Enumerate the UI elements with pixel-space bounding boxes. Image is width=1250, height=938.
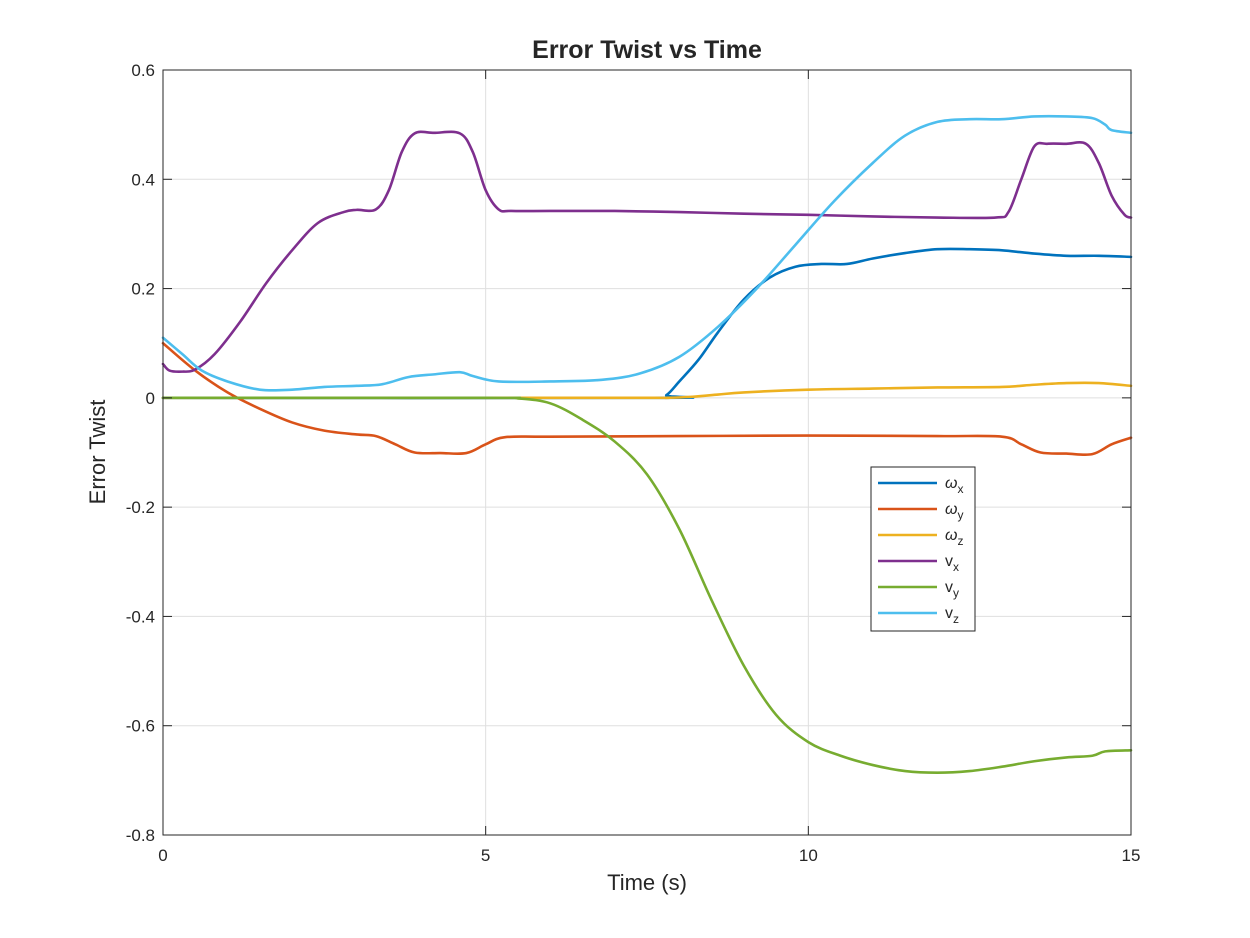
x-tick-label: 15 bbox=[1122, 846, 1141, 865]
series-line-omega-z bbox=[161, 381, 1133, 400]
legend-entry-subscript: x bbox=[953, 560, 959, 574]
series-line-omega-y bbox=[161, 341, 1133, 457]
plot-frame bbox=[162, 69, 1132, 836]
legend-entry-subscript: z bbox=[953, 612, 959, 626]
x-tick-label: 5 bbox=[481, 846, 490, 865]
axis-ticks: 0 5 10 15 -0.8 -0.6 -0.4 -0.2 0 0.2 0.4 0.6 bbox=[126, 61, 1141, 865]
legend-entry-subscript: y bbox=[957, 508, 963, 522]
y-tick-label: 0.6 bbox=[131, 61, 155, 80]
x-tick-label: 10 bbox=[799, 846, 818, 865]
x-axis-label: Time (s) bbox=[607, 870, 687, 895]
legend-entry-subscript: x bbox=[957, 482, 963, 496]
series-line-v-x bbox=[161, 130, 1133, 374]
y-tick-label: 0 bbox=[146, 389, 155, 408]
y-tick-label: -0.4 bbox=[126, 607, 155, 626]
legend-entry-subscript: z bbox=[957, 534, 963, 548]
y-axis-label: Error Twist bbox=[85, 400, 110, 505]
y-tick-label: -0.8 bbox=[126, 826, 155, 845]
legend-entry-subscript: y bbox=[953, 586, 959, 600]
y-tick-label: 0.4 bbox=[131, 170, 155, 189]
legend-box bbox=[870, 466, 976, 632]
series-lines bbox=[161, 114, 1133, 775]
series-line-v-y bbox=[161, 396, 1133, 775]
x-tick-label: 0 bbox=[158, 846, 167, 865]
series-line-v-z bbox=[161, 114, 1133, 392]
chart-title: Error Twist vs Time bbox=[532, 36, 762, 64]
y-tick-label: 0.2 bbox=[131, 280, 155, 299]
y-tick-label: -0.2 bbox=[126, 498, 155, 517]
plot-area bbox=[163, 70, 1131, 835]
y-tick-label: -0.6 bbox=[126, 717, 155, 736]
